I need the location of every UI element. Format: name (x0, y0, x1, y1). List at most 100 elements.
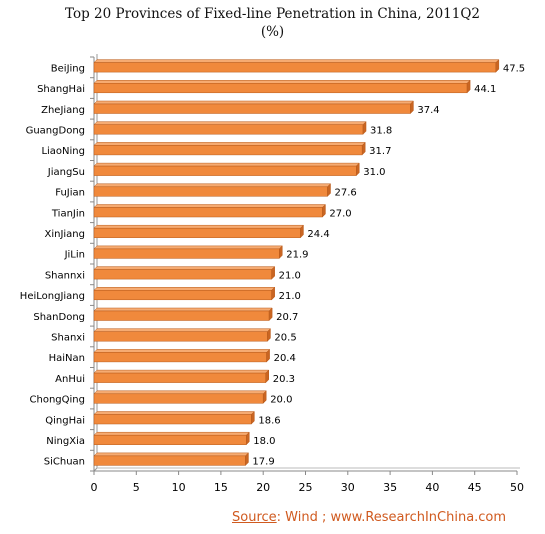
category-label: ZheJiang (41, 105, 85, 116)
bar-top-face (93, 328, 272, 332)
data-label: 18.6 (258, 415, 280, 426)
bar-side-face (262, 390, 267, 404)
bar (93, 414, 252, 425)
category-label: HaiNan (49, 353, 85, 364)
bar (93, 331, 268, 342)
data-label: 44.1 (474, 84, 496, 95)
bar-side-face (265, 369, 269, 384)
bar (93, 62, 497, 73)
bar (93, 124, 364, 135)
bar (93, 227, 301, 238)
bar-top-face (93, 411, 255, 415)
category-label: SiChuan (44, 457, 85, 468)
x-tick-label: 50 (510, 481, 524, 494)
bar-side-face (362, 121, 367, 135)
category-label: LiaoNing (41, 146, 85, 157)
bar-top-face (93, 369, 270, 374)
bar-top-face (93, 142, 366, 146)
bar-top-face (93, 183, 332, 188)
bar (93, 165, 357, 176)
bar-side-face (271, 286, 275, 301)
category-label: BeiJing (51, 63, 85, 74)
category-label: Shannxi (45, 270, 85, 281)
x-tick-label: 40 (425, 481, 439, 494)
bar-side-face (466, 79, 471, 94)
bar-side-face (246, 431, 250, 446)
category-label: QingHai (45, 415, 85, 426)
bar-top-face (93, 349, 271, 353)
data-label: 27.6 (334, 188, 356, 199)
bar-side-face (322, 203, 326, 218)
data-label: 20.0 (270, 395, 292, 406)
bar-side-face (361, 141, 366, 156)
bar-side-face (251, 410, 255, 425)
bar (93, 248, 280, 259)
category-label: NingXia (46, 436, 85, 447)
bar-top-face (93, 204, 327, 208)
bar-top-face (93, 224, 305, 229)
bar (93, 103, 411, 114)
x-tick-label: 10 (172, 481, 186, 494)
source-text: : Wind ; www.ResearchInChina.com (276, 510, 507, 525)
data-label: 24.4 (307, 229, 329, 240)
data-label: 31.7 (369, 146, 391, 157)
bar (93, 455, 246, 466)
data-label: 20.3 (273, 374, 295, 385)
bar (93, 269, 272, 280)
bar-side-face (271, 265, 275, 280)
bar-side-face (268, 307, 273, 322)
data-label: 20.7 (276, 312, 298, 323)
x-tick-label: 0 (91, 481, 98, 494)
chart-subtitle: (%) (260, 24, 285, 40)
category-label: FuJian (55, 188, 85, 199)
category-label: ShanDong (33, 312, 85, 323)
data-label: 27.0 (329, 208, 351, 219)
bar-top-face (93, 287, 276, 291)
x-tick-label: 15 (214, 481, 228, 494)
data-label: 17.9 (252, 457, 274, 468)
data-label: 31.8 (370, 125, 392, 136)
bar (93, 207, 323, 218)
bar (93, 393, 264, 404)
data-label: 21.0 (279, 270, 301, 281)
source-label: Source (232, 510, 277, 525)
source-note: Source: Wind ; www.ResearchInChina.com (232, 510, 506, 525)
category-label: ShangHai (37, 84, 85, 95)
bar-side-face (266, 348, 270, 363)
bar-top-face (93, 59, 500, 63)
bar-side-face (327, 183, 331, 197)
x-tick-label: 45 (468, 481, 482, 494)
category-label: HeiLongJiang (20, 291, 85, 302)
data-label: 31.0 (363, 167, 385, 178)
chart-title: Top 20 Provinces of Fixed-line Penetrati… (65, 6, 480, 22)
category-label: JiangSu (47, 167, 85, 178)
bar (93, 186, 328, 197)
data-label: 47.5 (503, 63, 525, 74)
category-label: GuangDong (26, 125, 85, 136)
x-tick-label: 20 (256, 481, 270, 494)
bar-top-face (93, 162, 360, 167)
bar-side-face (410, 100, 414, 115)
category-label: JiLin (64, 250, 85, 261)
data-label: 20.5 (274, 332, 296, 343)
bar-side-face (495, 58, 500, 73)
bar (93, 145, 363, 156)
bar-top-face (93, 307, 273, 312)
bar-top-face (93, 390, 267, 395)
data-label: 21.0 (279, 291, 301, 302)
x-tick-label: 30 (341, 481, 355, 494)
bar (93, 372, 266, 383)
x-tick-label: 35 (383, 481, 397, 494)
data-label: 20.4 (274, 353, 296, 364)
bar-side-face (356, 162, 360, 177)
bar-side-face (245, 452, 249, 467)
bar (93, 434, 247, 445)
bar-side-face (279, 245, 283, 260)
data-label: 18.0 (253, 436, 275, 447)
category-label: AnHui (55, 374, 85, 385)
category-label: TianJin (51, 208, 85, 219)
bar-top-face (93, 80, 471, 84)
bar (93, 290, 272, 301)
